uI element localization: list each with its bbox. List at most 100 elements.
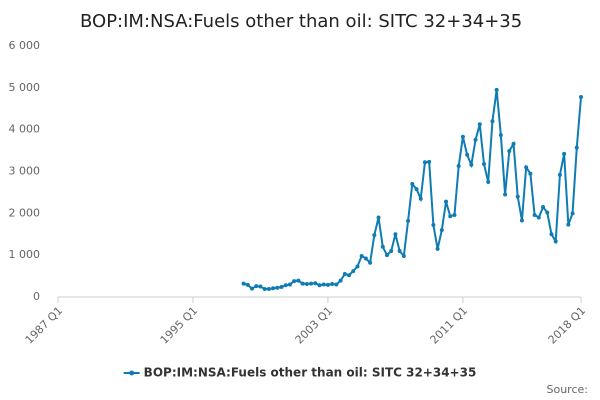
data-point: [309, 281, 314, 286]
data-point: [515, 194, 520, 199]
data-point: [271, 286, 276, 291]
data-point: [536, 215, 541, 220]
data-point: [380, 244, 385, 249]
data-point: [528, 171, 533, 176]
data-point: [503, 192, 508, 197]
data-point: [498, 133, 503, 138]
data-point: [325, 282, 330, 287]
data-point: [427, 159, 432, 164]
legend-label: BOP:IM:NSA:Fuels other than oil: SITC 32…: [144, 366, 477, 380]
x-tick-label: 2018 Q1: [546, 304, 589, 347]
data-point: [330, 282, 335, 287]
data-point: [287, 282, 292, 287]
data-point: [279, 284, 284, 289]
data-point: [549, 232, 554, 237]
data-point: [275, 285, 280, 290]
data-point: [448, 214, 453, 219]
data-point: [384, 253, 389, 258]
y-tick-label: 1 000: [9, 248, 41, 261]
data-point: [562, 151, 567, 156]
data-point: [473, 137, 478, 142]
data-point: [574, 145, 579, 150]
data-point: [460, 134, 465, 139]
x-tick-label: 2003 Q1: [293, 304, 336, 347]
data-point: [296, 278, 301, 283]
data-point: [241, 281, 246, 286]
data-point: [313, 281, 318, 286]
data-point: [422, 160, 427, 165]
data-point: [532, 213, 537, 218]
data-point: [524, 165, 529, 170]
data-point: [266, 287, 271, 292]
data-point: [342, 271, 347, 276]
data-point: [481, 161, 486, 166]
chart-title: BOP:IM:NSA:Fuels other than oil: SITC 32…: [80, 11, 522, 32]
data-point: [579, 95, 583, 100]
data-point: [393, 232, 398, 237]
data-point: [368, 260, 373, 265]
data-point: [359, 254, 364, 259]
y-tick-label: 2 000: [9, 206, 41, 219]
data-point: [553, 239, 558, 244]
data-point: [414, 187, 419, 192]
data-point: [490, 119, 495, 124]
data-point: [566, 222, 571, 227]
data-point: [338, 278, 343, 283]
data-point: [557, 172, 562, 177]
data-point: [372, 233, 377, 238]
source-label: Source:: [547, 383, 589, 396]
data-point: [363, 256, 368, 261]
data-point: [292, 279, 297, 284]
data-point: [410, 182, 415, 187]
data-point: [283, 283, 288, 288]
legend-marker: [129, 370, 135, 376]
x-tick-label: 2011 Q1: [428, 304, 471, 347]
data-point: [418, 196, 423, 201]
data-point: [321, 282, 326, 287]
data-point: [486, 179, 491, 184]
data-point: [317, 283, 322, 288]
data-point: [304, 282, 309, 287]
series-line: [243, 89, 582, 291]
data-point: [456, 164, 461, 169]
data-point: [334, 282, 339, 287]
data-point: [519, 218, 524, 223]
data-point: [452, 213, 457, 218]
data-point: [376, 215, 381, 220]
data-point: [465, 152, 470, 157]
x-tick-label: 1987 Q1: [23, 304, 66, 347]
data-point: [245, 282, 250, 287]
y-tick-label: 0: [33, 290, 40, 303]
data-point: [511, 141, 516, 146]
data-point: [389, 248, 394, 253]
data-point: [494, 87, 499, 92]
data-point: [355, 264, 360, 269]
data-point: [469, 162, 474, 167]
data-point: [254, 284, 259, 289]
data-point: [406, 218, 411, 223]
data-point: [262, 287, 267, 292]
data-point: [351, 269, 356, 274]
x-tick-label: 1995 Q1: [158, 304, 201, 347]
data-point: [444, 199, 449, 204]
y-tick-label: 4 000: [9, 123, 41, 136]
y-tick-label: 6 000: [9, 39, 41, 52]
y-tick-label: 3 000: [9, 165, 41, 178]
data-point: [431, 223, 436, 228]
data-point: [435, 246, 440, 251]
data-point: [545, 210, 550, 215]
data-point: [541, 205, 546, 210]
data-point: [507, 149, 512, 154]
data-point: [439, 228, 444, 233]
data-point: [300, 281, 305, 286]
data-point: [258, 284, 263, 289]
y-tick-label: 5 000: [9, 81, 41, 94]
data-point: [477, 122, 482, 127]
data-point: [250, 286, 255, 291]
data-point: [397, 248, 402, 253]
data-point: [570, 211, 575, 216]
data-point: [401, 254, 406, 259]
data-point: [347, 273, 352, 278]
